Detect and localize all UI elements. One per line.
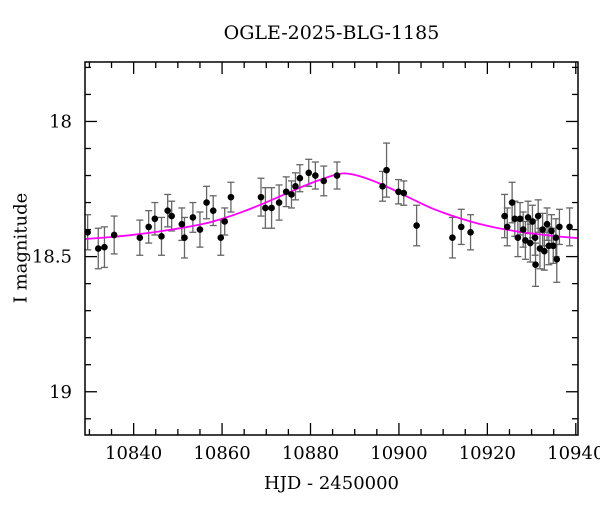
error-bars <box>84 142 574 287</box>
data-point <box>516 215 524 223</box>
data-point <box>526 239 534 247</box>
data-point <box>529 218 536 225</box>
data-point <box>556 223 563 231</box>
y-tick-label: 18 <box>49 111 72 132</box>
data-point <box>467 228 474 236</box>
data-point <box>151 215 159 223</box>
data-point <box>549 242 557 250</box>
data-point <box>305 169 313 177</box>
data-point <box>534 212 542 220</box>
data-point <box>227 193 235 201</box>
x-tick-label: 10860 <box>193 443 250 464</box>
data-point <box>84 228 91 236</box>
data-point <box>449 234 456 241</box>
data-point <box>519 226 527 233</box>
data-points <box>84 166 573 269</box>
data-point <box>292 183 299 190</box>
plot-frame <box>84 61 579 436</box>
data-point <box>524 214 532 221</box>
data-point <box>508 199 516 206</box>
data-point <box>413 222 420 229</box>
x-tick-label: 10920 <box>459 443 516 464</box>
x-axis-label: HJD - 2450000 <box>263 473 400 494</box>
data-point <box>268 204 275 212</box>
data-point <box>539 226 546 233</box>
data-point <box>379 183 386 190</box>
data-point <box>400 189 408 197</box>
data-point <box>522 237 529 244</box>
x-tick-label: 10900 <box>370 443 427 464</box>
data-point <box>501 212 508 220</box>
data-point <box>395 188 402 196</box>
data-point <box>178 220 186 228</box>
data-point <box>553 256 561 263</box>
y-tick-label: 19 <box>49 382 72 403</box>
x-tick-label: 10840 <box>105 443 162 464</box>
model-curve <box>85 172 578 240</box>
data-point <box>503 223 511 231</box>
data-point <box>532 261 539 269</box>
data-point <box>282 188 290 196</box>
data-point <box>296 174 304 182</box>
data-point <box>168 212 175 220</box>
data-point <box>288 191 295 198</box>
data-point <box>196 226 204 233</box>
x-tick-label: 10880 <box>282 443 339 464</box>
data-point <box>383 166 390 174</box>
data-point <box>221 218 229 225</box>
data-point <box>531 234 539 241</box>
data-point <box>548 227 555 235</box>
data-point <box>257 193 265 201</box>
data-point <box>189 214 197 221</box>
data-point <box>514 234 522 241</box>
data-point <box>209 207 217 214</box>
data-point <box>164 207 171 214</box>
data-point <box>217 234 225 241</box>
data-point <box>145 223 152 231</box>
data-point <box>312 172 319 179</box>
tick-labels: 10840 10860 10880 10900 10920 10940 18 18.5 19 <box>32 111 600 464</box>
data-point <box>511 215 519 223</box>
data-point <box>566 223 573 231</box>
data-point <box>333 172 341 179</box>
data-point <box>203 199 210 206</box>
x-tick-label: 10940 <box>547 443 600 464</box>
data-point <box>552 234 560 241</box>
data-point <box>320 177 328 185</box>
data-point <box>543 220 551 228</box>
data-point <box>181 234 188 241</box>
data-point <box>101 243 108 251</box>
data-point <box>457 223 465 231</box>
data-point <box>110 231 118 239</box>
chart-title: OGLE-2025-BLG-1185 <box>223 22 440 44</box>
data-point <box>541 247 548 255</box>
data-point <box>94 245 102 252</box>
data-point <box>136 234 144 241</box>
data-point <box>262 204 269 212</box>
y-tick-label: 18.5 <box>32 247 72 268</box>
axis-ticks <box>85 62 578 435</box>
data-point <box>275 199 283 206</box>
data-point <box>158 233 165 240</box>
